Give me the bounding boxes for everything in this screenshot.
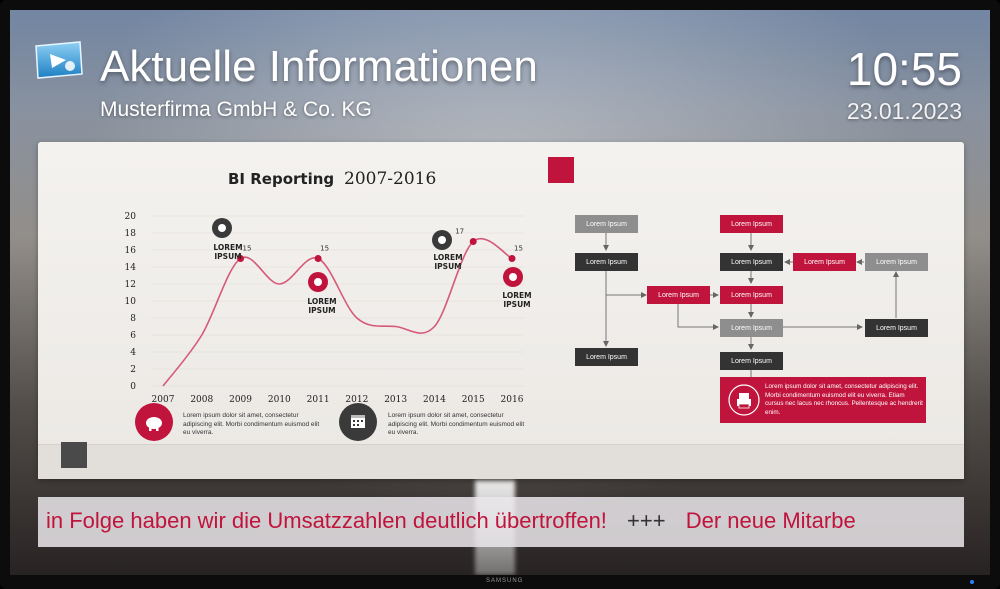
x-axis-ticks: 2007 2008 2009 2010 2011 2012 2013 2014 2015 2016 (152, 395, 524, 405)
x-tick-label: 2012 (345, 395, 368, 405)
flow-box-11: Lorem Ipsum (865, 253, 928, 271)
company-name: Musterfirma GmbH & Co. KG (100, 98, 372, 121)
y-tick-label: 20 (125, 212, 137, 222)
y-tick-label: 14 (125, 263, 137, 273)
content-panel: BI Reporting 2007-2016 0 2 4 6 8 10 12 14 16 18 20… (38, 142, 964, 479)
flowchart-connectors (603, 233, 899, 383)
annotation-2-icon-glyph (314, 278, 322, 286)
x-tick-label: 2011 (307, 395, 330, 405)
data-point (469, 238, 477, 245)
data-point (508, 255, 516, 262)
y-tick-label: 8 (130, 314, 136, 324)
annotation-2-label: LOREM (307, 297, 336, 306)
annotation-1-label: LOREM (213, 243, 242, 252)
flow-info-text: Lorem ipsum dolor sit amet, consectetur … (765, 383, 923, 416)
annotation-3-label: LOREM (433, 253, 462, 262)
ticker-text: in Folge haben wir die Umsatzzahlen deut… (46, 508, 856, 534)
y-tick-label: 10 (125, 297, 137, 307)
news-ticker: in Folge haben wir die Umsatzzahlen deut… (38, 497, 964, 547)
clock-time: 10:55 (846, 43, 962, 95)
piggy-bank-icon (135, 403, 173, 441)
annotation-4-label: IPSUM (503, 300, 530, 309)
ticker-separator: +++ (627, 508, 666, 533)
x-tick-label: 2013 (384, 395, 407, 405)
data-point (314, 255, 322, 262)
x-tick-label: 2010 (268, 395, 291, 405)
x-tick-label: 2014 (423, 395, 446, 405)
annotation-4-label: LOREM (502, 291, 531, 300)
calendar-icon (339, 403, 377, 441)
note-text-2: Lorem ipsum dolor sit amet, consectetur … (388, 412, 525, 436)
annotation-1-icon-glyph (218, 224, 226, 232)
clock-date: 23.01.2023 (846, 98, 962, 124)
data-label: 15 (243, 245, 252, 253)
flow-box-4: Lorem Ipsum (575, 348, 638, 366)
annotation-3-icon-glyph (438, 236, 446, 244)
x-tick-label: 2007 (152, 395, 175, 405)
ticker-message-1: in Folge haben wir die Umsatzzahlen deut… (46, 508, 607, 533)
annotation-3-label: IPSUM (434, 262, 461, 271)
data-label: 15 (514, 245, 523, 253)
x-tick-label: 2016 (501, 395, 524, 405)
y-tick-label: 18 (125, 229, 137, 239)
flow-info-box: Lorem ipsum dolor sit amet, consectetur … (720, 377, 926, 423)
x-tick-label: 2008 (190, 395, 213, 405)
panel-footer (38, 444, 964, 479)
flow-box-6: Lorem Ipsum (720, 253, 783, 271)
panel-footer-square (61, 442, 87, 468)
note-text-1: Lorem ipsum dolor sit amet, consectetur … (183, 412, 320, 436)
x-tick-label: 2015 (462, 395, 485, 405)
y-tick-label: 6 (130, 331, 136, 341)
flow-box-5: Lorem Ipsum (720, 215, 783, 233)
annotation-1-label: IPSUM (214, 252, 241, 261)
flow-box-12: Lorem Ipsum (865, 319, 928, 337)
series-points: 15 15 17 15 (237, 228, 523, 262)
x-tick-label: 2009 (229, 395, 252, 405)
y-tick-label: 0 (130, 382, 136, 392)
y-tick-label: 16 (125, 246, 137, 256)
y-tick-label: 4 (130, 348, 136, 358)
tv-brand-label: SAMSUNG (486, 578, 524, 584)
data-label: 15 (320, 245, 329, 253)
y-tick-label: 2 (130, 365, 136, 375)
chart-grid (151, 215, 524, 387)
power-led (970, 580, 974, 584)
flow-box-9: Lorem Ipsum (720, 352, 783, 370)
flow-box-7: Lorem Ipsum (720, 286, 783, 304)
flow-box-1: Lorem Ipsum (575, 215, 638, 233)
display-screen: Aktuelle Informationen Musterfirma GmbH … (10, 10, 990, 575)
y-tick-label: 12 (125, 280, 136, 290)
data-label: 17 (455, 228, 464, 236)
printer-icon (728, 384, 760, 416)
annotation-4-icon-glyph (509, 273, 517, 281)
ticker-message-2: Der neue Mitarbe (685, 508, 856, 533)
y-axis-ticks: 0 2 4 6 8 10 12 14 16 18 20 (125, 212, 137, 392)
annotation-2-label: IPSUM (308, 306, 335, 315)
flow-box-10: Lorem Ipsum (793, 253, 856, 271)
flow-box-3: Lorem Ipsum (647, 286, 710, 304)
flow-box-8: Lorem Ipsum (720, 319, 783, 337)
presentation-logo-icon (35, 41, 83, 79)
bi-reporting-chart: BI Reporting 2007-2016 0 2 4 6 8 10 12 14 16 18 20… (125, 169, 532, 405)
chart-title: BI Reporting (228, 170, 334, 188)
series-line (162, 238, 513, 387)
data-point (237, 255, 245, 262)
chart-title-years: 2007-2016 (344, 169, 436, 189)
accent-square (548, 157, 574, 183)
flow-box-2: Lorem Ipsum (575, 253, 638, 271)
page-title: Aktuelle Informationen (100, 42, 538, 91)
